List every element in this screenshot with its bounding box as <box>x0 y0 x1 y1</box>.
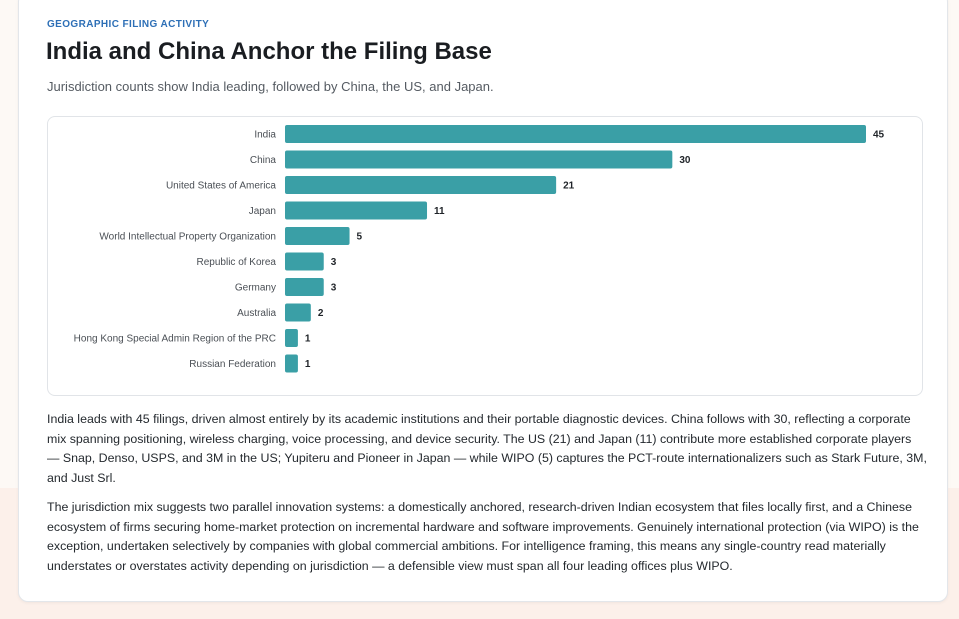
bar <box>285 329 298 347</box>
section-eyebrow: GEOGRAPHIC FILING ACTIVITY <box>47 19 210 30</box>
category-label: China <box>250 155 277 166</box>
value-label: 30 <box>679 155 691 166</box>
bar <box>285 303 311 322</box>
insight-card: GEOGRAPHIC FILING ACTIVITY India and Chi… <box>18 0 948 602</box>
narrative: India leads with 45 filings, driven almo… <box>47 410 927 586</box>
bar <box>285 354 298 373</box>
category-label: Australia <box>237 308 276 319</box>
bar <box>285 252 324 271</box>
value-label: 11 <box>434 206 445 217</box>
value-label: 3 <box>331 283 337 294</box>
category-label: Russian Federation <box>189 359 276 370</box>
narrative-paragraph-2: The jurisdiction mix suggests two parall… <box>47 500 919 573</box>
value-label: 3 <box>331 257 337 268</box>
category-label: Germany <box>235 283 276 294</box>
value-label: 1 <box>305 359 311 370</box>
value-label: 21 <box>563 181 575 192</box>
bar <box>285 176 557 194</box>
bar <box>285 278 324 296</box>
value-label: 2 <box>318 308 324 319</box>
category-label: United States of America <box>166 181 276 192</box>
category-label: World Intellectual Property Organization <box>99 232 276 243</box>
bar <box>285 150 673 169</box>
category-label: Republic of Korea <box>197 257 277 268</box>
category-label: India <box>254 130 276 141</box>
value-label: 5 <box>357 232 363 243</box>
value-label: 1 <box>305 334 311 345</box>
bar <box>285 125 866 143</box>
value-label: 45 <box>873 130 885 141</box>
category-label: Japan <box>249 206 276 217</box>
card-subtitle: Jurisdiction counts show India leading, … <box>47 79 494 94</box>
bar <box>285 227 350 245</box>
narrative-paragraph-1: India leads with 45 filings, driven almo… <box>47 412 927 485</box>
category-label: Hong Kong Special Admin Region of the PR… <box>74 334 276 345</box>
bar <box>285 201 428 220</box>
jurisdiction-bar-chart: India 45 China 30 United States of America 21… <box>47 116 923 396</box>
card-title: India and China Anchor the Filing Base <box>46 38 492 65</box>
